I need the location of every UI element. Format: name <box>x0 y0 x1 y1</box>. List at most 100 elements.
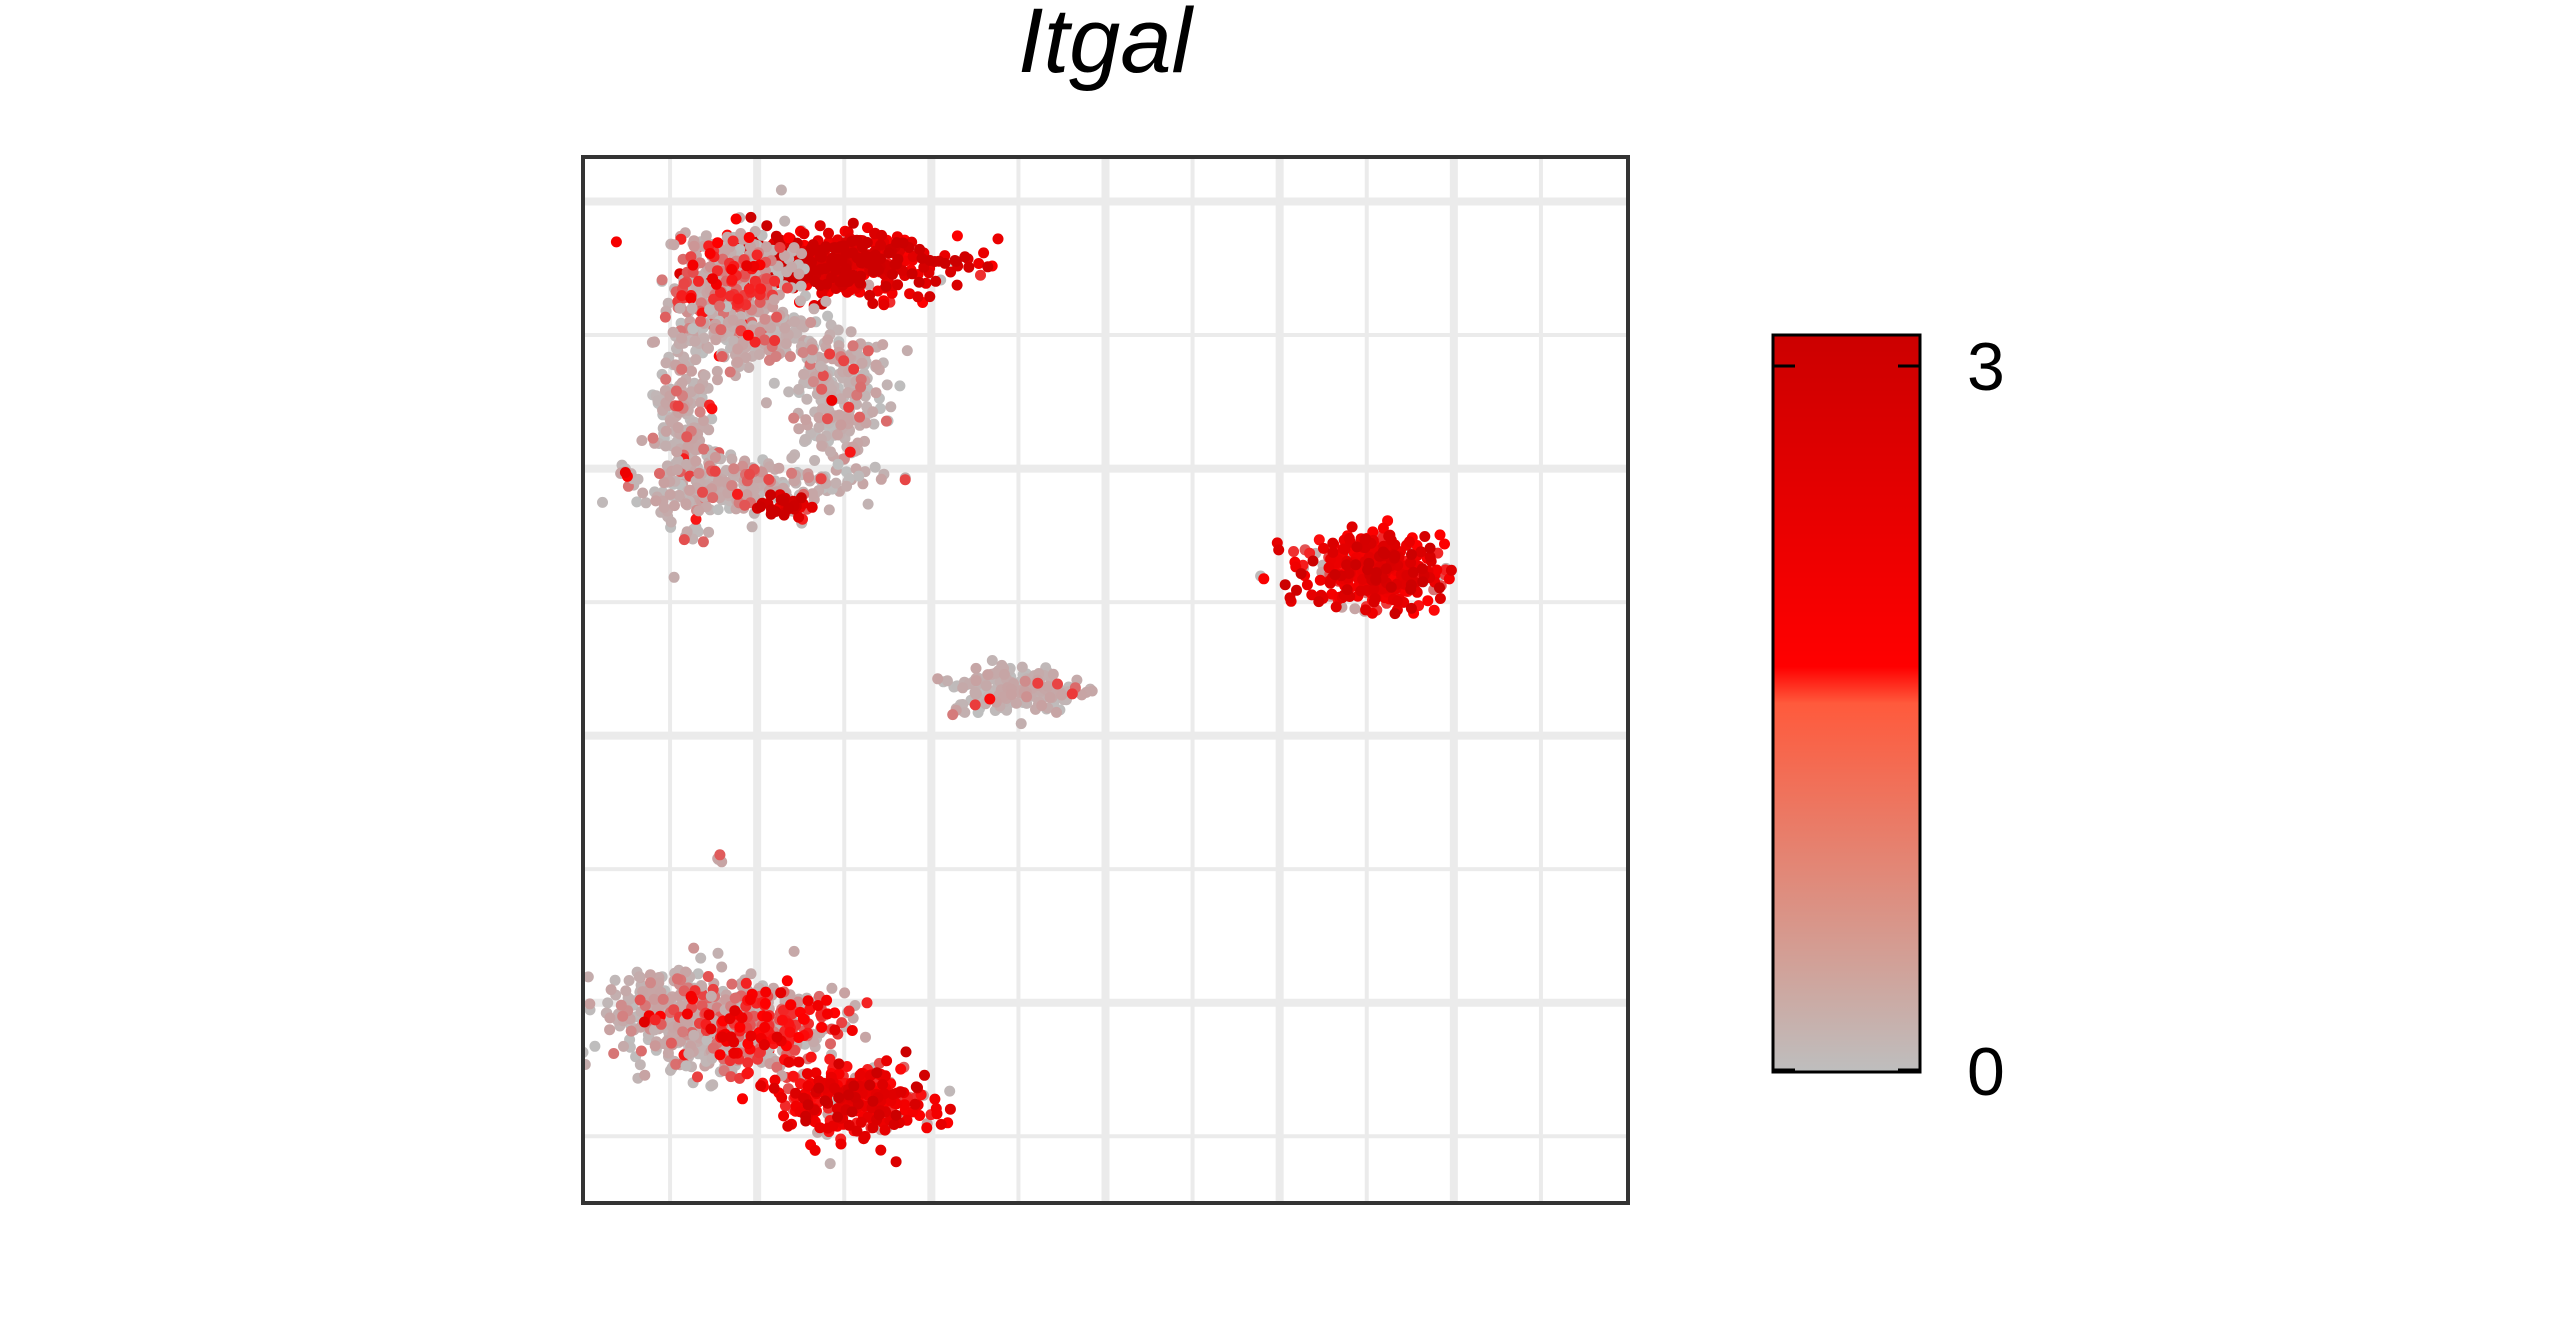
cell-point <box>816 383 828 395</box>
cell-point <box>843 1089 855 1101</box>
cell-point <box>864 289 876 301</box>
cell-point <box>797 347 809 358</box>
cell-point <box>714 300 726 312</box>
cell-point <box>693 505 705 517</box>
cell-point <box>742 1067 754 1079</box>
cell-point <box>749 275 761 287</box>
cell-point <box>1016 661 1028 673</box>
cell-point <box>1044 691 1056 703</box>
cell-point <box>785 999 797 1011</box>
cell-point <box>780 338 792 350</box>
cell-point <box>1052 678 1063 690</box>
cell-point <box>916 252 928 264</box>
cell-point <box>806 352 818 364</box>
cell-point <box>712 374 723 386</box>
cell-point <box>924 291 936 303</box>
cell-point <box>861 997 873 1009</box>
cell-point <box>806 501 818 513</box>
cell-point <box>739 499 751 511</box>
cell-point <box>769 1074 781 1086</box>
cell-point <box>982 669 994 681</box>
cell-point <box>930 275 942 287</box>
cell-point <box>795 295 806 307</box>
cell-point <box>690 513 702 525</box>
colorbar-legend: 3 0 <box>1771 329 2005 1110</box>
cell-point <box>826 394 838 406</box>
cell-point <box>1346 521 1358 533</box>
cell-point <box>633 971 645 983</box>
cell-point <box>665 1037 677 1049</box>
cell-point <box>710 334 722 346</box>
cell-point <box>1434 593 1446 604</box>
cell-point <box>855 381 867 393</box>
cell-point <box>817 370 829 382</box>
cell-point <box>838 355 850 367</box>
cell-point <box>786 467 798 479</box>
cell-point <box>690 455 702 467</box>
cell-point <box>617 1010 629 1022</box>
cell-point <box>725 1031 737 1043</box>
cell-point <box>732 488 743 500</box>
cell-point <box>640 497 652 509</box>
cell-point <box>944 1103 956 1115</box>
cell-point <box>760 397 772 409</box>
cell-point <box>712 504 724 516</box>
cell-point <box>824 348 836 360</box>
cell-point <box>870 387 882 399</box>
cell-point <box>1349 603 1361 615</box>
cell-point <box>879 1070 891 1082</box>
cell-point <box>715 324 727 336</box>
cell-point <box>1306 589 1318 601</box>
cell-point <box>697 415 709 426</box>
cell-point <box>802 1080 814 1092</box>
cell-point <box>714 849 726 861</box>
plot-frame <box>581 155 1630 1205</box>
cell-point <box>743 232 755 243</box>
cell-point <box>947 709 959 721</box>
cell-point <box>742 1057 754 1069</box>
cell-point <box>873 1109 885 1121</box>
cell-point <box>664 489 676 500</box>
cell-point <box>875 473 887 485</box>
cell-point <box>671 464 683 476</box>
cell-point <box>711 265 723 277</box>
cell-point <box>832 429 843 441</box>
cell-point <box>705 990 717 1002</box>
cell-point <box>653 977 665 989</box>
cell-point <box>1318 542 1329 554</box>
cell-point <box>839 987 851 999</box>
cell-point <box>765 322 776 334</box>
cell-point <box>782 1120 794 1132</box>
cell-point <box>935 1118 947 1130</box>
cell-point <box>824 1053 836 1065</box>
cell-point <box>1385 581 1397 593</box>
cell-point <box>743 362 755 373</box>
cell-point <box>826 982 838 994</box>
cell-point <box>740 352 752 363</box>
cell-point <box>1431 564 1443 576</box>
cell-point <box>688 240 700 252</box>
cell-point <box>1385 534 1397 546</box>
cell-point <box>1389 608 1401 620</box>
cell-point <box>672 455 684 467</box>
cell-point <box>899 1099 911 1111</box>
cell-point <box>880 415 892 427</box>
cell-point <box>822 310 834 322</box>
cell-point <box>895 1063 907 1075</box>
cell-point <box>813 422 825 433</box>
cell-point <box>984 693 996 705</box>
cell-point <box>712 947 724 959</box>
cell-point <box>637 487 649 499</box>
cell-point <box>699 370 711 381</box>
cell-point <box>843 1005 855 1017</box>
cell-point <box>681 431 693 443</box>
cell-point <box>694 406 706 418</box>
cell-point <box>702 971 714 982</box>
cell-point <box>687 259 699 271</box>
cell-point <box>862 345 874 357</box>
cell-point <box>816 403 828 415</box>
cell-point <box>1047 668 1059 680</box>
cell-point <box>724 1013 736 1025</box>
cell-point <box>888 1119 900 1130</box>
